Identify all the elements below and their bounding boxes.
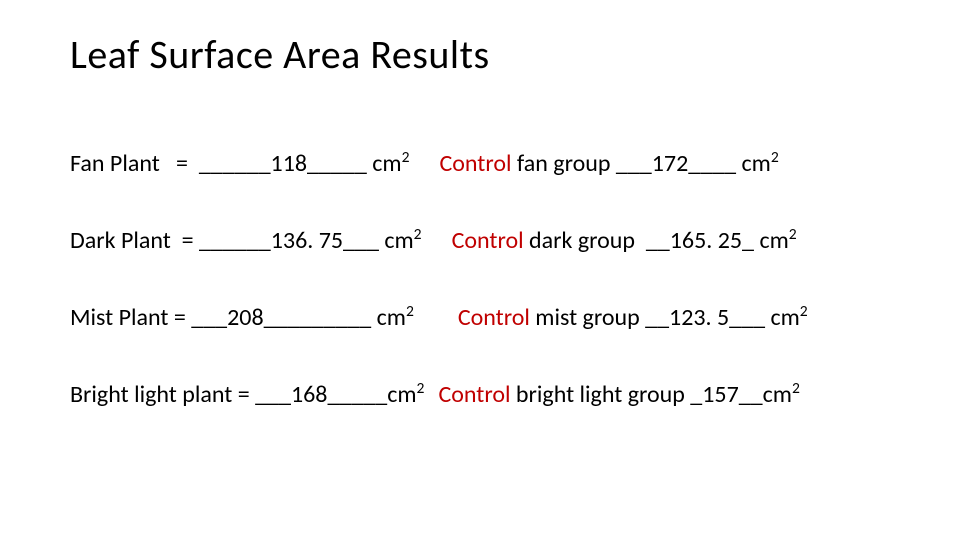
unit-label: cm2 — [372, 149, 409, 178]
unit-label: cm2 — [741, 149, 778, 178]
unit-label: cm2 — [770, 303, 807, 332]
result-row: Dark Plant = ______136. 75___ cm2Control… — [70, 226, 900, 255]
result-row: Bright light plant = ___168_____cm2Contr… — [70, 380, 900, 409]
control-fill-value: bright light group _157__ — [516, 380, 763, 409]
unit-label: cm2 — [384, 226, 421, 255]
unit-label: cm2 — [377, 303, 414, 332]
control-label: Control — [439, 149, 516, 178]
control-label: Control — [452, 226, 529, 255]
result-row: Mist Plant = ___208_________ cm2Control … — [70, 303, 900, 332]
experiment-value: Fan Plant = ______118_____ cm2 — [70, 149, 409, 178]
experiment-value: Bright light plant = ___168_____cm2 — [70, 380, 424, 409]
plant-fill-value: ______118_____ — [199, 149, 372, 178]
control-value: Control dark group __165. 25_ cm2 — [452, 226, 797, 255]
plant-label: Fan Plant = — [70, 149, 199, 178]
control-label: Control — [458, 303, 535, 332]
plant-fill-value: ___168_____ — [255, 380, 387, 409]
experiment-value: Mist Plant = ___208_________ cm2 — [70, 303, 414, 332]
control-value: Control bright light group _157__cm2 — [438, 380, 799, 409]
slide: Leaf Surface Area Results Fan Plant = __… — [0, 0, 960, 540]
plant-label: Mist Plant = — [70, 303, 191, 332]
unit-label: cm2 — [387, 380, 424, 409]
results-list: Fan Plant = ______118_____ cm2Control fa… — [70, 149, 900, 409]
plant-fill-value: ___208_________ — [191, 303, 376, 332]
control-value: Control fan group ___172____ cm2 — [439, 149, 778, 178]
unit-label: cm2 — [763, 380, 800, 409]
control-value: Control mist group __123. 5___ cm2 — [458, 303, 808, 332]
control-fill-value: mist group __123. 5___ — [535, 303, 770, 332]
plant-fill-value: ______136. 75___ — [199, 226, 384, 255]
page-title: Leaf Surface Area Results — [70, 30, 900, 79]
result-row: Fan Plant = ______118_____ cm2Control fa… — [70, 149, 900, 178]
plant-label: Bright light plant = — [70, 380, 255, 409]
control-fill-value: dark group __165. 25_ — [529, 226, 759, 255]
control-label: Control — [438, 380, 515, 409]
unit-label: cm2 — [759, 226, 796, 255]
plant-label: Dark Plant = — [70, 226, 199, 255]
experiment-value: Dark Plant = ______136. 75___ cm2 — [70, 226, 422, 255]
control-fill-value: fan group ___172____ — [517, 149, 742, 178]
